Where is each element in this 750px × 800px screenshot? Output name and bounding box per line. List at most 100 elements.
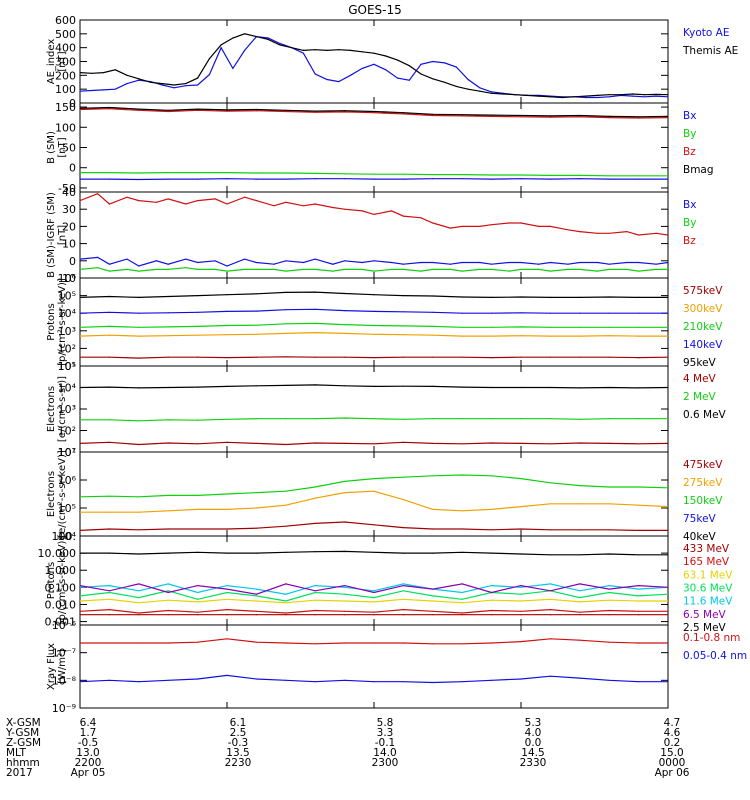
data-point	[638, 486, 640, 488]
data-point	[255, 200, 257, 202]
data-point	[579, 116, 581, 118]
legend-entry: Themis AE	[682, 45, 738, 57]
series-group	[80, 449, 668, 564]
data-point	[549, 482, 552, 484]
data-point	[108, 386, 110, 388]
data-point	[197, 172, 199, 174]
data-point	[638, 600, 640, 602]
data-point	[514, 94, 516, 96]
data-point	[491, 529, 493, 531]
data-point	[667, 386, 668, 389]
data-point	[520, 593, 522, 595]
data-point	[579, 601, 581, 603]
data-point	[608, 96, 610, 98]
data-point	[549, 312, 552, 314]
data-point	[402, 552, 404, 554]
y-tick-label: 0	[69, 97, 76, 110]
data-point	[126, 83, 128, 85]
data-point	[402, 598, 404, 600]
data-point	[585, 95, 587, 97]
data-point	[391, 268, 393, 270]
data-point	[214, 198, 216, 200]
footer-cell: -0.3	[228, 737, 249, 749]
data-point	[197, 386, 199, 388]
data-point	[138, 612, 140, 614]
data-point	[461, 115, 463, 117]
data-point	[138, 590, 140, 592]
data-point	[80, 595, 81, 597]
data-point	[373, 63, 375, 65]
data-point	[167, 494, 169, 496]
series-group	[80, 33, 668, 99]
data-point	[314, 590, 316, 592]
data-point	[402, 642, 404, 644]
data-point	[402, 614, 404, 616]
data-point	[461, 528, 463, 530]
y-tick-label: 0	[69, 255, 76, 268]
data-point	[244, 268, 246, 270]
data-point	[344, 449, 345, 450]
data-point	[80, 178, 81, 180]
data-point	[608, 232, 610, 234]
data-point	[608, 614, 610, 616]
y-tick-label: 200	[55, 69, 76, 82]
data-point	[373, 642, 375, 644]
data-point	[608, 585, 610, 587]
data-point	[638, 585, 640, 587]
data-point	[491, 418, 493, 420]
data-point	[226, 357, 228, 359]
data-point	[520, 312, 522, 314]
y-tick-label: 30	[62, 203, 76, 216]
data-point	[80, 258, 81, 260]
data-point	[226, 674, 228, 677]
data-point	[197, 109, 199, 111]
data-point	[197, 641, 199, 643]
data-point	[279, 44, 281, 46]
data-point	[608, 553, 610, 555]
data-point	[432, 295, 434, 297]
data-point	[167, 312, 169, 314]
data-point	[197, 311, 199, 313]
data-point	[302, 49, 304, 52]
data-point	[491, 585, 493, 587]
data-point	[285, 172, 287, 174]
data-point	[373, 357, 375, 359]
data-point	[255, 418, 257, 420]
data-point	[197, 178, 199, 180]
data-point	[273, 268, 275, 270]
y-tick-label: 10⁻⁶	[52, 619, 77, 632]
data-point	[402, 441, 404, 443]
data-point	[491, 224, 493, 226]
data-point	[638, 443, 640, 445]
data-point	[608, 679, 610, 681]
data-point	[102, 89, 105, 91]
data-point	[185, 203, 187, 205]
panel-electrons2: 10⁴ 10⁵ 10⁶ 10⁷ Electrons [e/(cm²-s-sr-keV)] 4…	[46, 446, 723, 564]
data-point	[226, 552, 228, 554]
data-point	[667, 356, 668, 358]
data-point	[549, 418, 552, 420]
data-point	[344, 173, 346, 175]
data-point	[549, 554, 552, 556]
data-point	[255, 293, 257, 295]
data-point	[167, 552, 169, 554]
data-point	[373, 260, 375, 262]
y-axis-label: AE_index	[46, 39, 57, 85]
data-point	[479, 261, 481, 264]
data-point	[432, 114, 434, 117]
data-point	[608, 486, 610, 488]
data-point	[167, 642, 169, 644]
data-point	[538, 263, 540, 265]
data-point	[455, 66, 457, 68]
data-point	[226, 588, 228, 590]
data-point	[608, 312, 610, 314]
data-point	[402, 173, 404, 175]
data-point	[108, 311, 110, 313]
data-point	[285, 525, 287, 527]
data-point	[302, 205, 304, 207]
data-point	[226, 563, 227, 564]
legend-entry: 2.5 MeV	[683, 622, 727, 634]
data-point	[197, 678, 199, 680]
data-point	[232, 67, 234, 69]
footer-row-label: MLT	[6, 747, 26, 759]
